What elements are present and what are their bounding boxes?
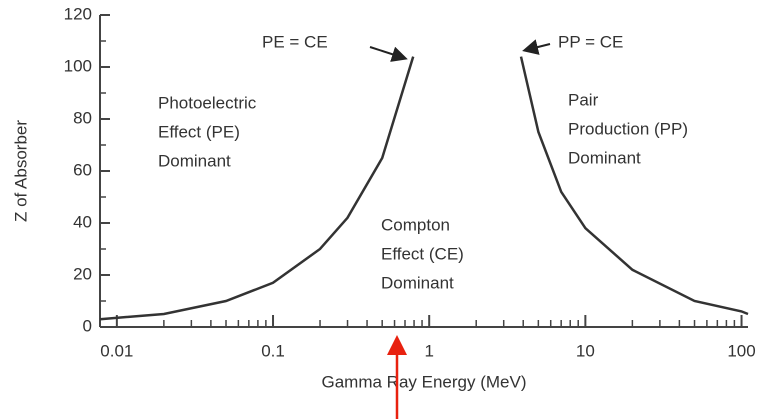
x-axis-label: Gamma Ray Energy (MeV) <box>322 372 527 391</box>
curve <box>99 56 415 321</box>
annotation: Compton <box>381 215 450 234</box>
annotation: Effect (PE) <box>158 122 240 141</box>
y-tick-label: 100 <box>64 56 92 75</box>
x-tick-label: 10 <box>576 341 595 360</box>
pointer-arrow <box>369 46 408 62</box>
annotation: Effect (CE) <box>381 244 464 263</box>
y-tick-label: 80 <box>73 108 92 127</box>
y-tick-label: 120 <box>64 4 92 23</box>
x-tick-label: 0.01 <box>100 341 133 360</box>
y-axis-label: Z of Absorber <box>11 120 30 222</box>
y-tick-label: 40 <box>73 212 92 231</box>
annotation: Pair <box>568 90 599 109</box>
curve <box>519 56 749 316</box>
y-tick-label: 0 <box>83 316 92 335</box>
annotation: Dominant <box>158 151 231 170</box>
annotation: Dominant <box>568 148 641 167</box>
pointer-arrow <box>522 39 551 55</box>
x-tick-label: 100 <box>727 341 755 360</box>
y-tick-label: 60 <box>73 160 92 179</box>
annotation: Photoelectric <box>158 93 257 112</box>
annotation: Production (PP) <box>568 119 688 138</box>
annotation: PE = CE <box>262 32 328 51</box>
y-tick-label: 20 <box>73 264 92 283</box>
x-tick-label: 0.1 <box>261 341 285 360</box>
annotation: PP = CE <box>558 32 623 51</box>
annotation: Dominant <box>381 273 454 292</box>
x-tick-label: 1 <box>424 341 433 360</box>
